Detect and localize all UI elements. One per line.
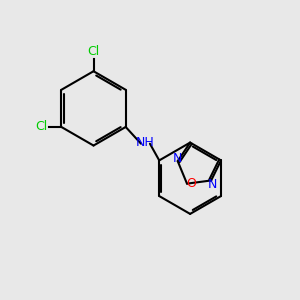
Text: Cl: Cl [87, 45, 100, 58]
Text: N: N [208, 178, 217, 190]
Text: N: N [173, 152, 182, 165]
Text: Cl: Cl [36, 121, 48, 134]
Text: O: O [187, 177, 196, 190]
Text: NH: NH [136, 136, 155, 149]
